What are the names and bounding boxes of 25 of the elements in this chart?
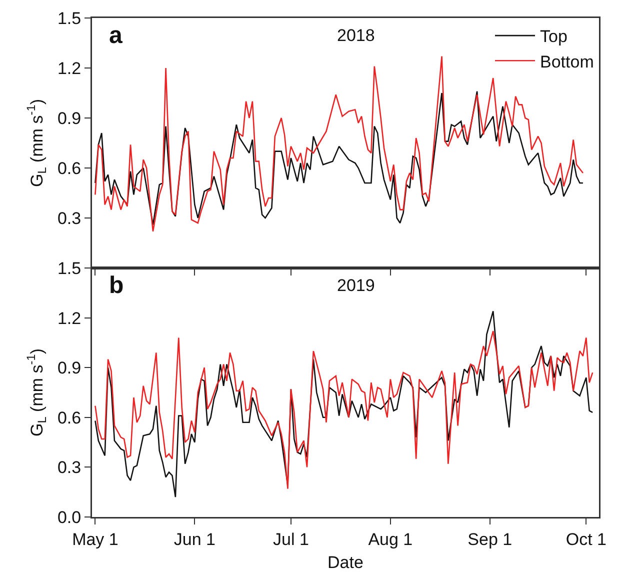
x-tick-label: May 1	[72, 530, 118, 549]
y-tick-label: 1.5	[57, 258, 82, 278]
y-tick-label: 1.2	[57, 58, 82, 78]
x-tick-label: Jun 1	[174, 530, 216, 549]
line-series	[94, 90, 584, 226]
x-tick-label: Jul 1	[272, 530, 309, 549]
annotation: b	[109, 272, 124, 299]
y-tick-label: 0.9	[57, 358, 82, 378]
x-axis-title: Date	[328, 553, 364, 572]
y-tick-label: 0.3	[57, 208, 82, 228]
y-tick-label: 0.6	[57, 158, 82, 178]
y-tick-label: 0.6	[57, 408, 82, 428]
y-tick-label: 0.3	[57, 458, 82, 478]
x-tick-label: Sep 1	[468, 530, 512, 549]
y-tick-label: 1.2	[57, 308, 82, 328]
text: 2018	[337, 26, 375, 45]
legend-label: Top	[540, 27, 568, 46]
y-tick-label: 0.0	[57, 508, 82, 527]
legend-label: Bottom	[540, 52, 594, 72]
annotation: a	[109, 22, 123, 49]
y-tick-label: 0.9	[57, 108, 82, 128]
text: 2019	[337, 276, 375, 295]
x-tick-label: Aug 1	[368, 530, 413, 549]
x-tick-label: Oct 1	[566, 530, 606, 549]
y-tick-label: 1.5	[57, 8, 82, 28]
